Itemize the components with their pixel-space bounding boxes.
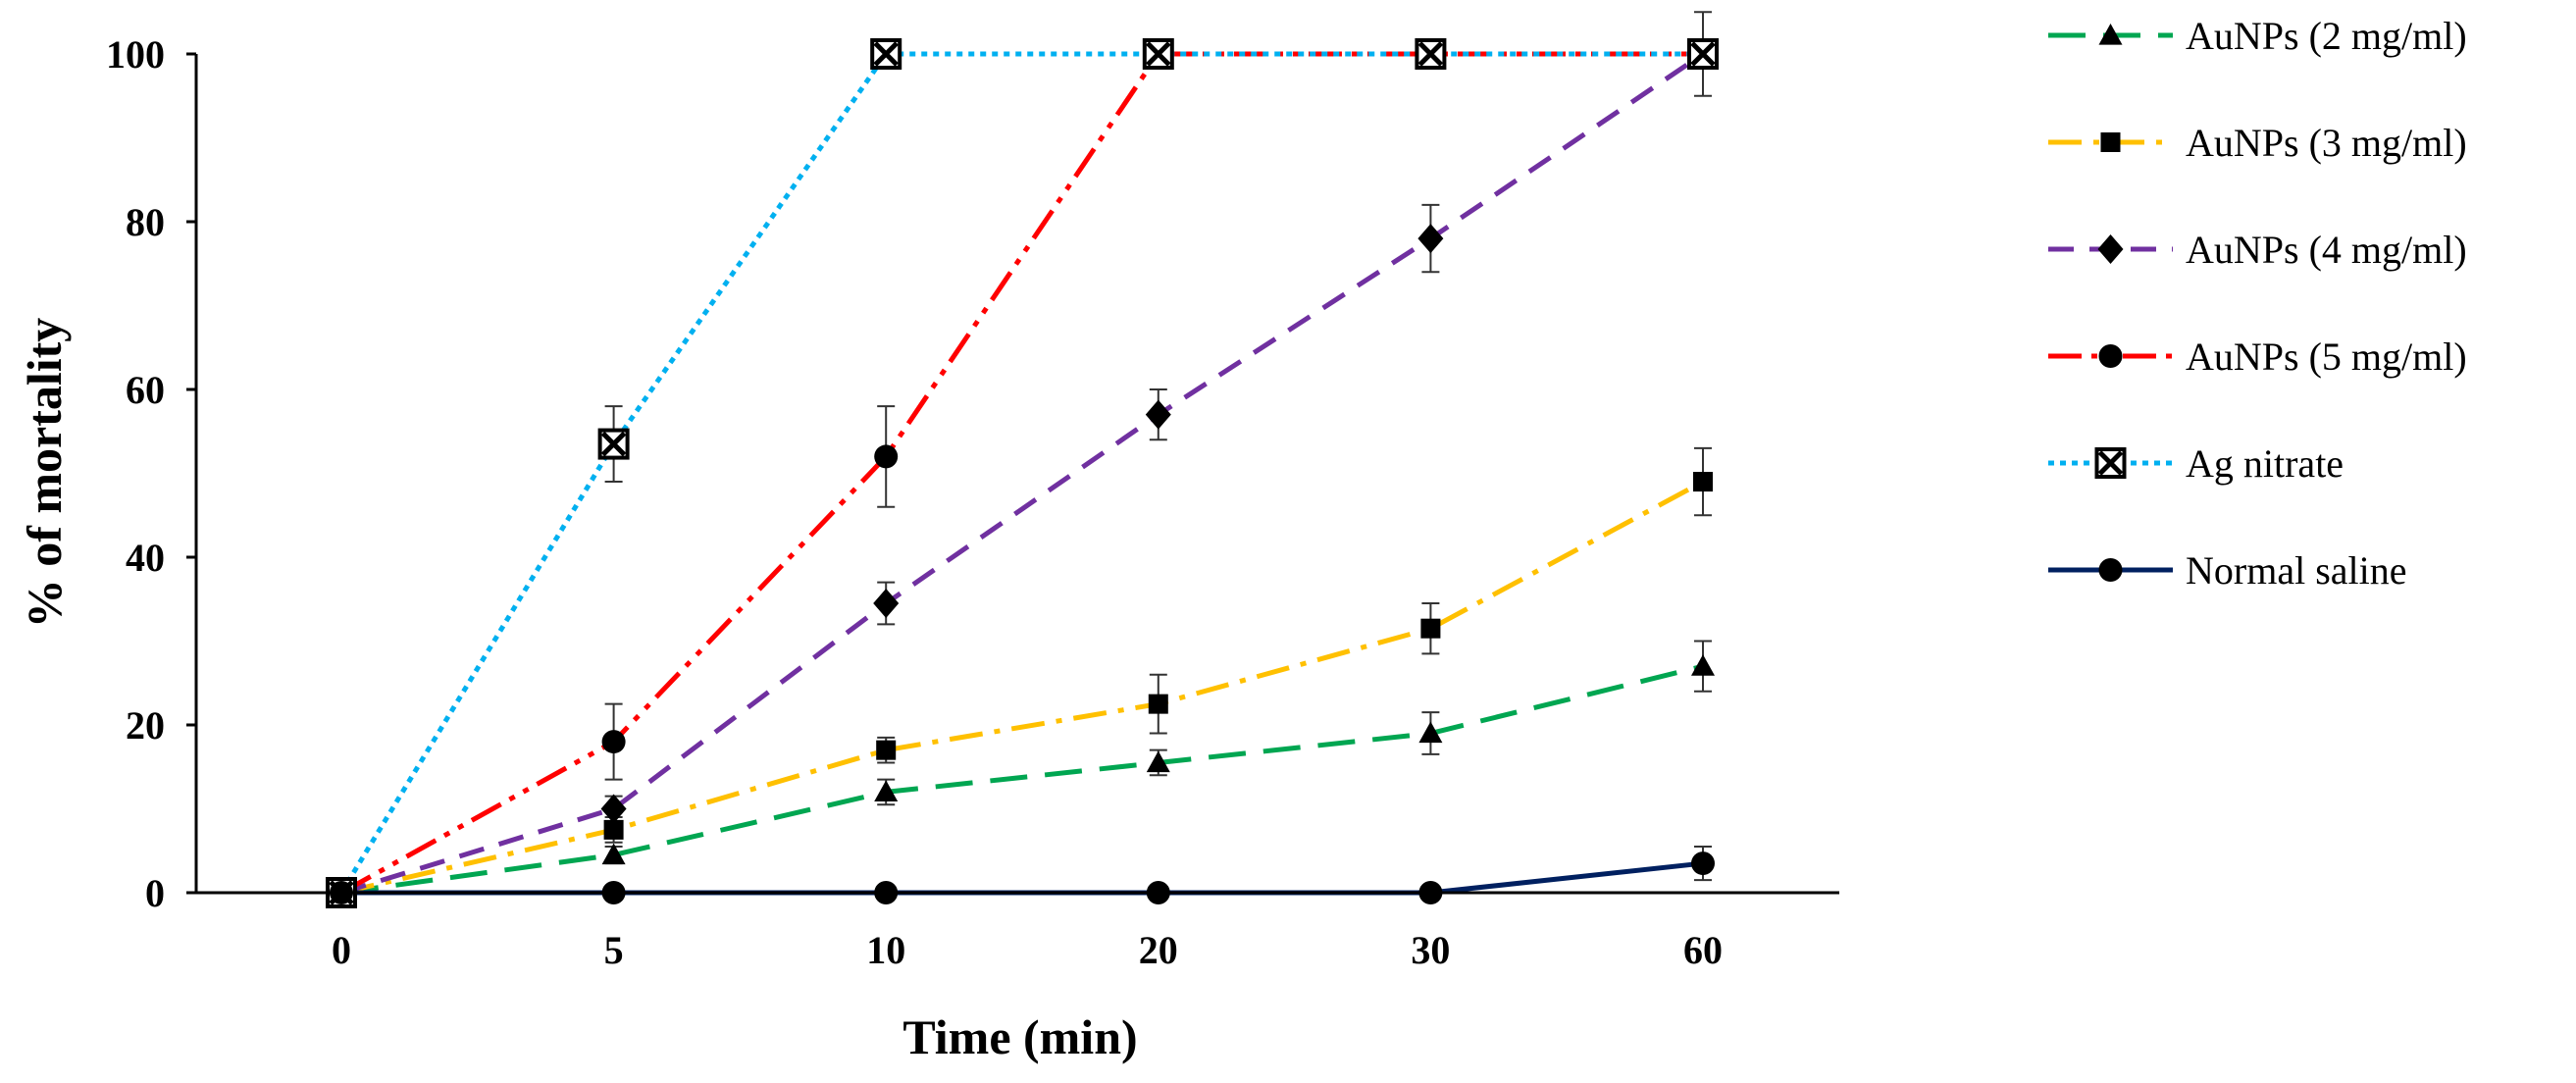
data-point-aunps-4-mg-ml [1417,224,1444,254]
data-point-ag-nitrate [870,38,902,70]
x-tick-label: 60 [1683,928,1723,972]
legend-swatch-marker [2098,558,2123,582]
legend-entry-aunps-4-mg-ml: AuNPs (4 mg/ml) [2048,228,2467,272]
data-point-ag-nitrate [1142,38,1174,70]
legend-label: AuNPs (5 mg/ml) [2186,335,2467,379]
legend-label: AuNPs (2 mg/ml) [2186,14,2467,58]
data-point-aunps-4-mg-ml [873,589,900,619]
legend-label: AuNPs (4 mg/ml) [2186,228,2467,272]
y-axis-title: % of mortality [17,318,72,629]
legend-swatch-marker [2100,132,2121,152]
series-line-ag-nitrate [338,51,1703,895]
data-point-aunps-3-mg-ml [1693,472,1713,492]
data-point-aunps-3-mg-ml [1420,618,1441,639]
series-line-normal-saline [341,860,1704,896]
data-point-aunps-2-mg-ml [1418,721,1443,744]
x-axis-title: Time (min) [902,1009,1137,1064]
data-point-aunps-3-mg-ml [603,819,624,840]
markers [326,38,1719,908]
legend: AuNPs (2 mg/ml) AuNPs (3 mg/ml) AuNPs (4 m… [2048,14,2467,593]
data-point-ag-nitrate [597,428,630,460]
legend-label: Normal saline [2186,548,2407,593]
axes [194,54,1839,895]
y-tick-label: 60 [126,368,165,412]
y-tick-label: 40 [126,536,165,580]
data-point-aunps-3-mg-ml [1148,694,1168,714]
y-tick-label: 0 [145,871,165,915]
legend-label: AuNPs (3 mg/ml) [2186,121,2467,165]
x-tick-label: 0 [332,928,351,972]
data-point-ag-nitrate [1687,38,1719,70]
legend-swatch-marker [2097,234,2124,264]
data-point-normal-saline [1691,851,1715,876]
x-tick-label: 30 [1411,928,1450,972]
x-tick-label: 10 [866,928,905,972]
y-tick-label: 20 [126,703,165,748]
series-lines [338,51,1705,896]
legend-entry-aunps-2-mg-ml: AuNPs (2 mg/ml) [2048,14,2467,58]
data-point-aunps-2-mg-ml [1146,750,1170,773]
legend-swatch-marker [2094,447,2127,479]
legend-entry-normal-saline: Normal saline [2048,548,2407,593]
series-line-aunps-4-mg-ml [340,51,1705,896]
y-ticks: 0 20 40 60 80 100 [106,32,196,915]
error-bars [604,11,1712,882]
legend-entry-aunps-5-mg-ml: AuNPs (5 mg/ml) [2048,335,2467,379]
data-point-aunps-3-mg-ml [876,740,897,760]
legend-entry-aunps-3-mg-ml: AuNPs (3 mg/ml) [2048,121,2467,165]
x-tick-label: 5 [604,928,624,972]
x-ticks: 0 5 10 20 30 60 [332,928,1723,972]
y-tick-label: 80 [126,200,165,244]
series-line-aunps-3-mg-ml [340,479,1705,896]
data-point-aunps-2-mg-ml [601,843,626,865]
data-point-aunps-4-mg-ml [1145,399,1171,430]
data-point-aunps-2-mg-ml [1691,654,1715,676]
series-line-aunps-2-mg-ml [340,663,1704,896]
x-tick-label: 20 [1139,928,1178,972]
y-tick-label: 100 [106,32,165,77]
series-line-aunps-5-mg-ml [339,51,1703,896]
legend-entry-ag-nitrate: Ag nitrate [2048,441,2344,486]
data-point-ag-nitrate [1415,38,1447,70]
data-point-aunps-4-mg-ml [600,794,627,824]
data-point-aunps-5-mg-ml [874,444,899,469]
legend-label: Ag nitrate [2186,441,2344,486]
data-point-aunps-5-mg-ml [601,730,626,754]
legend-swatch-marker [2098,24,2123,45]
legend-swatch-marker [2098,344,2123,368]
data-point-aunps-2-mg-ml [874,780,899,801]
